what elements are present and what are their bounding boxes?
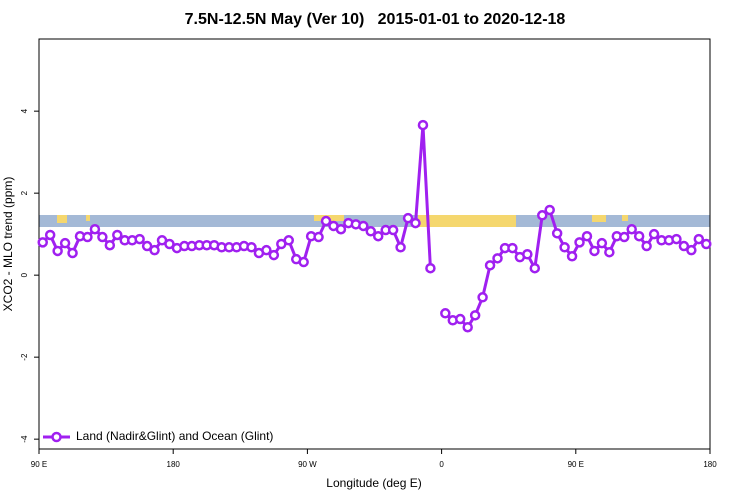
- data-point: [529, 262, 541, 274]
- data-point: [537, 210, 548, 221]
- ocean-band: [39, 215, 710, 227]
- data-point: [149, 244, 160, 256]
- x-tick-label: 0: [439, 460, 444, 469]
- data-point: [283, 235, 295, 246]
- data-point: [626, 223, 637, 235]
- data-point: [604, 246, 615, 258]
- data-point: [104, 239, 116, 251]
- data-point: [320, 215, 332, 227]
- data-point: [648, 228, 660, 240]
- land-band: [86, 215, 90, 221]
- data-point: [462, 321, 473, 333]
- data-point: [268, 249, 280, 261]
- data-point: [559, 242, 570, 253]
- land-band: [418, 215, 516, 227]
- data-point: [67, 247, 78, 259]
- land-band: [57, 215, 67, 223]
- data-point: [164, 238, 175, 250]
- data-point: [313, 231, 324, 243]
- data-point: [671, 233, 682, 245]
- land-ocean-strip: [39, 215, 710, 227]
- data-point: [484, 260, 496, 271]
- data-point: [112, 229, 123, 241]
- data-point: [701, 238, 712, 250]
- data-point: [440, 308, 451, 319]
- y-tick-label: 4: [20, 108, 29, 113]
- data-point: [59, 237, 71, 249]
- data-point: [261, 244, 272, 256]
- data-point: [596, 237, 608, 249]
- data-point: [469, 310, 481, 321]
- data-point: [581, 230, 593, 242]
- data-point: [417, 119, 429, 131]
- data-point: [574, 237, 585, 248]
- data-point: [358, 220, 369, 232]
- y-tick-label: -4: [20, 435, 29, 443]
- x-tick-label: 90 E: [31, 460, 47, 469]
- data-point: [97, 231, 108, 243]
- land-band: [592, 215, 606, 222]
- x-tick-label: 90 E: [568, 460, 584, 469]
- data-point: [134, 233, 145, 245]
- data-point: [686, 244, 697, 256]
- data-point: [410, 217, 421, 229]
- data-point: [492, 253, 503, 264]
- data-point: [619, 231, 630, 243]
- y-tick-label: 0: [20, 272, 29, 277]
- legend-label: Land (Nadir&Glint) and Ocean (Glint): [76, 429, 273, 443]
- data-point: [678, 240, 690, 252]
- x-tick-label: 90 W: [298, 460, 317, 469]
- data-point: [387, 224, 399, 236]
- data-point: [477, 292, 488, 303]
- data-point: [246, 242, 257, 253]
- x-tick-label: 180: [167, 460, 181, 469]
- y-tick-label: -2: [20, 353, 29, 361]
- y-tick-label: 2: [20, 190, 29, 195]
- data-point: [566, 251, 578, 262]
- data-point: [52, 245, 63, 257]
- data-point: [365, 226, 377, 237]
- data-point: [633, 230, 645, 242]
- x-axis-label: Longitude (deg E): [326, 476, 421, 490]
- data-point: [544, 204, 555, 216]
- data-point: [454, 313, 466, 325]
- x-tick-label: 180: [703, 460, 717, 469]
- data-point: [37, 237, 48, 248]
- data-point: [402, 212, 414, 224]
- chart-title: 7.5N-12.5N May (Ver 10) 2015-01-01 to 20…: [185, 11, 566, 28]
- data-point: [522, 249, 533, 260]
- legend: Land (Nadir&Glint) and Ocean (Glint): [43, 429, 273, 443]
- data-point: [298, 256, 309, 268]
- data-point: [141, 240, 153, 252]
- data-point: [82, 231, 93, 243]
- land-band: [622, 215, 628, 221]
- data-point: [335, 223, 347, 235]
- data-point: [589, 245, 600, 257]
- data-point: [372, 230, 384, 242]
- data-point: [425, 262, 436, 274]
- data-point: [693, 233, 705, 245]
- data-point: [641, 240, 652, 252]
- data-point: [89, 223, 101, 235]
- y-axis-label: XCO2 - MLO trend (ppm): [1, 177, 15, 312]
- data-point: [507, 242, 518, 254]
- data-point: [551, 228, 563, 239]
- data-point: [395, 242, 406, 253]
- legend-marker: [51, 431, 62, 443]
- data-point: [44, 229, 56, 241]
